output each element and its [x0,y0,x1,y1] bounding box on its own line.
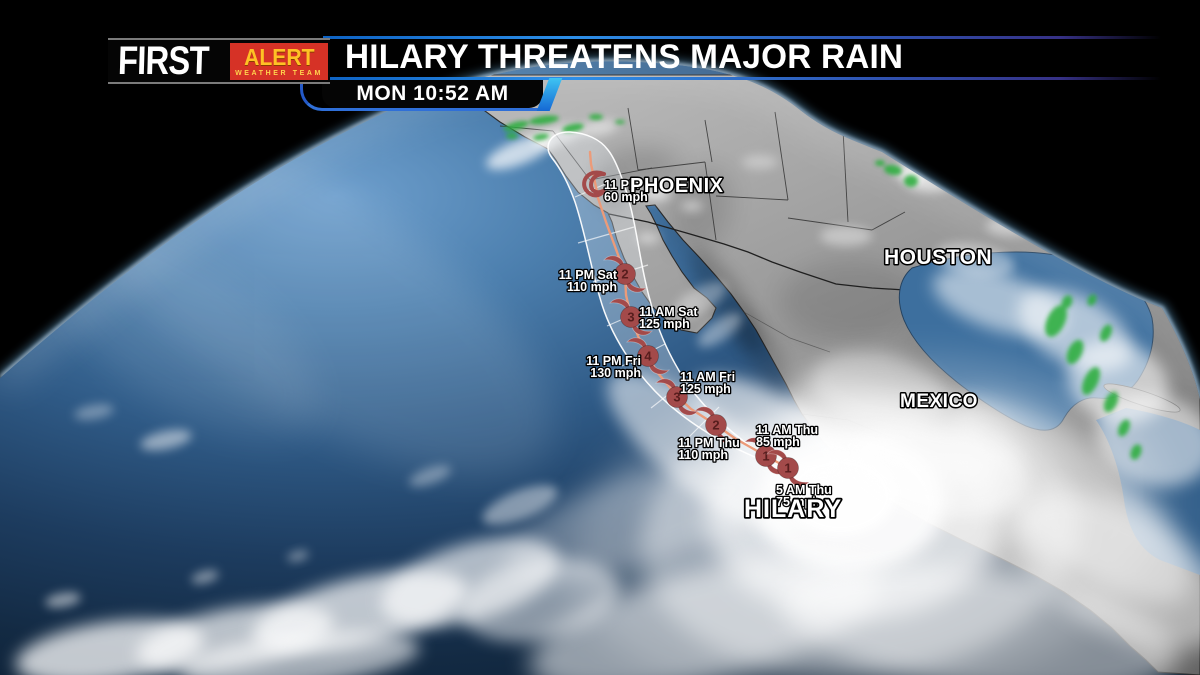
us-mexico-border [608,213,906,291]
hurricane-category-icon: 3 [609,298,653,336]
category-number: 3 [673,390,680,405]
headline: HILARY THREATENS MAJOR RAIN [345,38,904,76]
track-wind-label: 130 mph [590,366,641,380]
category-number: 3 [627,310,634,325]
city-label-phoenix: PHOENIX [630,175,724,197]
track-wind-label: 110 mph [678,448,728,462]
timestamp-background [322,79,543,108]
tropical-storm-icon [582,170,608,198]
track-wind-label: 125 mph [680,382,731,396]
hurricane-category-icon: 4 [626,337,670,375]
category-number: 1 [784,461,791,476]
cloud-layer [15,120,1200,675]
track-wind-label: 85 mph [756,435,800,449]
timestamp-text: MON 10:52 AM [356,82,509,105]
track-wind-label: 110 mph [567,280,617,294]
city-labels: PHOENIX HOUSTON MEXICO HILARY [629,174,994,525]
hurricane-category-icon: 1 [766,449,810,487]
track-time-label: 11 PM Thu [678,436,740,450]
timestamp-bar: MON 10:52 AM [300,75,547,111]
city-label-mexico: MEXICO [900,391,978,412]
track-time-label: 11 AM Fri [680,370,735,384]
category-number: 4 [644,349,652,364]
track-time-label: 5 AM Thu [776,483,832,497]
headline-banner: HILARY THREATENS MAJOR RAIN [323,36,1161,80]
storm-icons: 2 3 4 3 2 11 [582,170,810,487]
hurricane-category-icon: 3 [655,378,699,416]
track-wind-label: 75 mph [776,495,820,509]
hurricane-category-icon: 2 [603,255,647,293]
track-time-label: 11 PM Fri [586,354,641,368]
city-label-houston: HOUSTON [884,246,992,269]
forecast-cone [547,131,789,471]
alert-badge: ALERT WEATHER TEAM [230,43,328,80]
logo-first-text: FIRST [117,39,210,83]
category-number: 2 [621,267,628,282]
track-time-label: 11 PM Sat [559,268,618,282]
banner-bottom-line [323,77,1161,80]
radar-cells [503,114,1142,460]
logo-alert-text: ALERT [243,44,315,70]
track-wind-label: 60 mph [604,190,648,204]
track-time-label: 11 PM [604,178,639,192]
category-number: 1 [762,449,769,464]
hurricane-category-icon: 2 [694,406,738,444]
track-time-label: 11 AM Thu [756,423,818,437]
banner-top-line [323,36,1161,39]
logo-team-text: WEATHER TEAM [235,70,323,77]
storm-name-label: HILARY [744,495,842,523]
track-time-label: 11 AM Sat [639,305,698,319]
category-number: 2 [712,418,719,433]
track-wind-label: 125 mph [639,317,690,331]
first-alert-logo: FIRST ALERT WEATHER TEAM [108,38,330,84]
